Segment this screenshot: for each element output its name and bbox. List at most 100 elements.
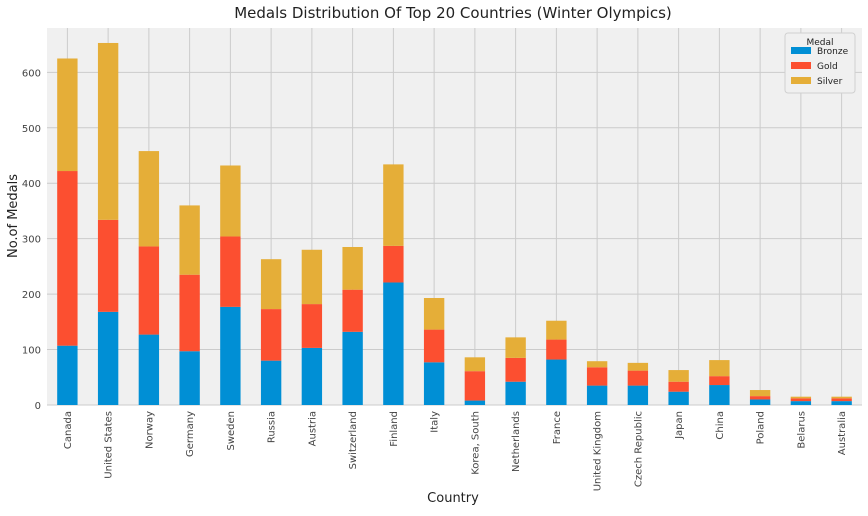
bar-silver: [97, 42, 119, 220]
x-tick-label: Switzerland: [348, 411, 359, 469]
y-axis-label: No.of Medals: [6, 174, 21, 258]
bar-gold: [97, 219, 119, 312]
bar-gold: [790, 398, 812, 402]
bar-bronze: [342, 331, 363, 405]
legend-swatch-bronze: [791, 47, 811, 54]
bar-bronze: [220, 306, 241, 405]
x-tick-label: Poland: [756, 411, 767, 444]
bar-bronze: [301, 347, 323, 405]
bar-silver: [709, 360, 730, 377]
bar-silver: [464, 357, 486, 372]
x-tick-label: Austria: [307, 411, 318, 446]
bar-silver: [260, 259, 282, 310]
x-tick-label: Japan: [674, 411, 685, 440]
bar-gold: [668, 381, 689, 392]
bar-silver: [831, 396, 852, 399]
bar-silver: [138, 151, 160, 247]
chart-title: Medals Distribution Of Top 20 Countries …: [234, 4, 672, 22]
legend-swatch-gold: [791, 62, 811, 69]
bar-gold: [220, 236, 241, 307]
legend-title: Medal: [806, 38, 833, 48]
bar-gold: [260, 309, 282, 361]
y-tick-label: 200: [22, 290, 41, 301]
x-tick-label: Italy: [430, 411, 441, 433]
legend-swatch-silver: [791, 77, 811, 84]
bar-silver: [423, 297, 445, 330]
bar-silver: [586, 361, 608, 368]
bar-silver: [546, 320, 567, 340]
legend-label-silver: Silver: [817, 77, 843, 87]
x-tick-label: Finland: [389, 411, 400, 447]
x-tick-label: Czech Republic: [633, 411, 644, 487]
x-tick-label: Netherlands: [511, 411, 522, 472]
axis-layer: 0 100 200 300 400 500 600 Canada United States No…: [22, 68, 848, 491]
bar-silver: [383, 164, 404, 246]
y-tick-label: 0: [35, 401, 41, 412]
bar-silver: [301, 249, 323, 305]
bar-gold: [179, 274, 200, 352]
x-tick-label: Canada: [63, 411, 74, 449]
x-tick-label: China: [715, 411, 726, 440]
bar-gold: [546, 339, 567, 360]
bar-gold: [749, 396, 771, 400]
x-tick-label: Korea, South: [470, 411, 481, 475]
bar-gold: [586, 367, 608, 386]
bar-bronze: [668, 391, 689, 405]
x-axis-label: Country: [427, 491, 479, 506]
bar-silver: [790, 396, 812, 399]
bar-bronze: [423, 362, 445, 405]
bar-gold: [709, 376, 730, 386]
bar-bronze: [464, 400, 486, 405]
bar-gold: [464, 371, 486, 401]
y-tick-label: 100: [22, 346, 41, 357]
x-tick-label: Sweden: [226, 411, 237, 451]
bar-silver: [749, 390, 771, 397]
x-tick-label: Russia: [267, 411, 278, 443]
bar-silver: [220, 165, 241, 237]
legend: Medal Bronze Gold Silver: [784, 32, 856, 94]
x-tick-label: United States: [104, 411, 115, 479]
legend-label-bronze: Bronze: [817, 47, 849, 57]
y-tick-label: 600: [22, 68, 41, 79]
x-tick-label: Germany: [185, 411, 196, 457]
bar-bronze: [709, 385, 730, 405]
bar-silver: [57, 58, 78, 172]
bar-bronze: [383, 282, 404, 405]
bar-silver: [668, 370, 689, 382]
bar-gold: [138, 246, 160, 335]
bar-bronze: [790, 401, 812, 405]
x-tick-label: Belarus: [796, 411, 807, 449]
bar-silver: [179, 205, 200, 275]
bar-silver: [627, 362, 649, 371]
legend-label-gold: Gold: [817, 62, 838, 72]
y-tick-label: 400: [22, 179, 41, 190]
bar-layer: [57, 42, 852, 405]
bar-bronze: [831, 401, 852, 405]
bar-bronze: [505, 381, 526, 405]
bar-bronze: [586, 385, 608, 405]
bar-gold: [505, 357, 526, 382]
plot-area: [47, 28, 862, 405]
bar-bronze: [57, 345, 78, 405]
x-tick-label: Norway: [144, 411, 155, 449]
bar-gold: [423, 329, 445, 363]
bar-gold: [383, 245, 404, 283]
x-tick-label: United Kingdom: [593, 411, 604, 491]
bar-gold: [57, 171, 78, 346]
bar-silver: [505, 337, 526, 358]
x-tick-label: Australia: [837, 411, 848, 455]
bar-bronze: [627, 385, 649, 405]
bar-bronze: [179, 351, 200, 405]
bar-silver: [342, 246, 363, 290]
bar-bronze: [546, 359, 567, 405]
x-tick-label: France: [552, 411, 563, 444]
bar-gold: [627, 370, 649, 386]
bar-bronze: [97, 311, 119, 405]
bar-bronze: [260, 360, 282, 405]
bar-gold: [342, 289, 363, 332]
y-tick-label: 500: [22, 124, 41, 135]
bar-bronze: [749, 399, 771, 405]
y-tick-label: 300: [22, 235, 41, 246]
